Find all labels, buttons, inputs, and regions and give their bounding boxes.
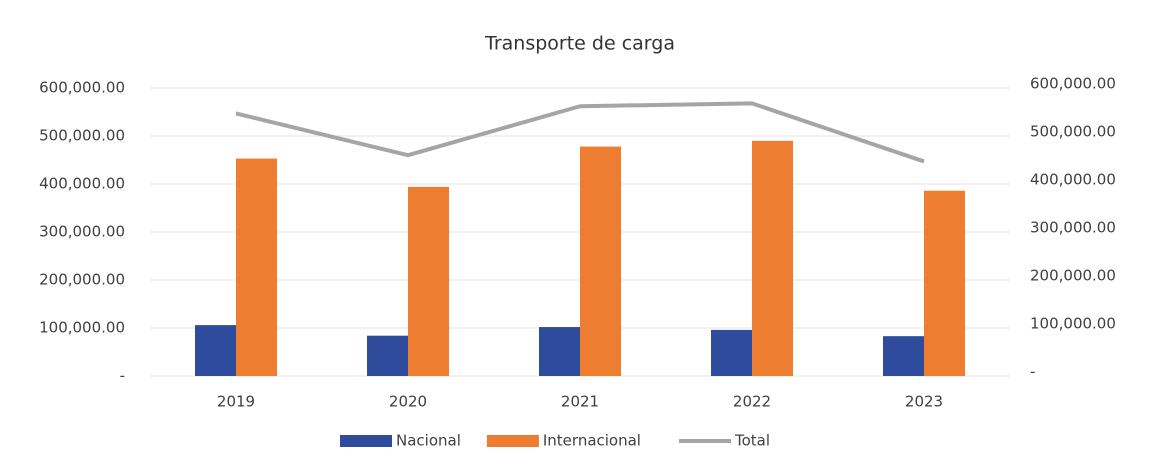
bar [580, 146, 621, 376]
y2-tick-label: 300,000.00 [1030, 219, 1116, 237]
x-tick-label: 2020 [389, 393, 427, 411]
legend-swatch [340, 435, 392, 447]
bar [367, 335, 408, 376]
bar [539, 327, 580, 376]
bar [408, 186, 449, 376]
x-tick-label: 2023 [905, 393, 943, 411]
y2-tick-label: - [1030, 363, 1035, 381]
y2-tick-label: 200,000.00 [1030, 267, 1116, 285]
x-tick-label: 2019 [217, 393, 255, 411]
y2-tick-label: 400,000.00 [1030, 171, 1116, 189]
y-tick-label: 600,000.00 [39, 79, 125, 97]
y-tick-label: 300,000.00 [39, 223, 125, 241]
bar [236, 158, 277, 376]
x-tick-label: 2021 [561, 393, 599, 411]
bar [924, 190, 965, 376]
legend-swatch [486, 435, 539, 447]
y-tick-label: 200,000.00 [39, 271, 125, 289]
y-tick-label: 100,000.00 [39, 319, 125, 337]
y2-tick-label: 600,000.00 [1030, 75, 1116, 93]
y2-tick-label: 100,000.00 [1030, 315, 1116, 333]
y-tick-label: 400,000.00 [39, 175, 125, 193]
y2-tick-label: 500,000.00 [1030, 123, 1116, 141]
bar [752, 140, 793, 376]
legend-label: Total [734, 432, 770, 450]
y-tick-label: - [120, 367, 125, 385]
bar [711, 329, 752, 376]
y-tick-label: 500,000.00 [39, 127, 125, 145]
chart-title: Transporte de carga [484, 33, 675, 55]
x-tick-label: 2022 [733, 393, 771, 411]
legend-label: Internacional [543, 432, 641, 450]
line-series [235, 101, 925, 164]
bar [195, 325, 236, 376]
bar [883, 336, 924, 376]
legend-label: Nacional [396, 432, 461, 450]
